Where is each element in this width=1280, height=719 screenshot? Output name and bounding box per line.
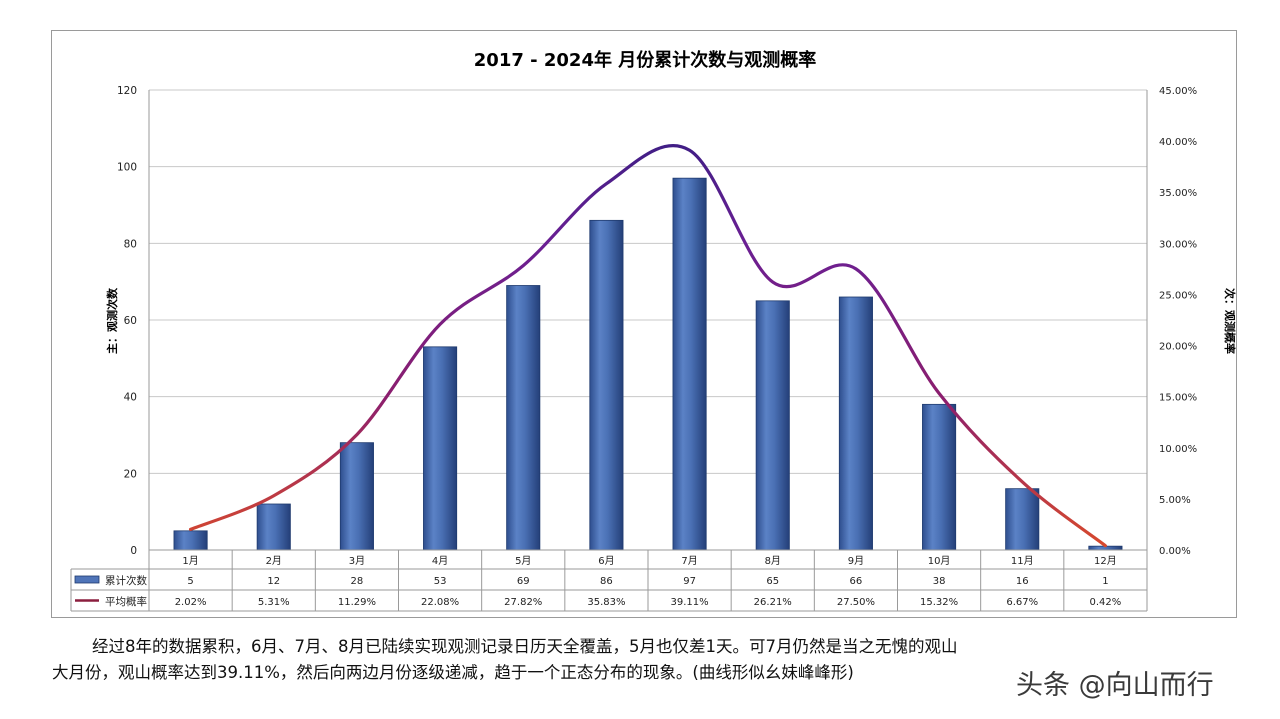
data-label: 1: [1102, 576, 1108, 587]
x-tick-label: 1月: [182, 555, 198, 567]
probability-line: [188, 143, 1108, 548]
line-series: [188, 143, 1108, 548]
bar: [755, 300, 790, 551]
combo-chart: 0 20 40 60 80 100 120 0.00% 5.00% 10.00% 15.00% 20.…: [70, 49, 1237, 612]
data-label: 39.11%: [671, 597, 709, 608]
bar: [672, 177, 707, 551]
data-label: 65: [766, 576, 779, 587]
data-label: 26.21%: [754, 597, 792, 608]
x-tick-label: 12月: [1094, 555, 1117, 567]
data-label: 27.50%: [837, 597, 875, 608]
y2-tick-label: 10.00%: [1159, 444, 1197, 455]
bar: [339, 442, 374, 551]
bar: [922, 403, 957, 551]
x-tick-label: 5月: [515, 555, 531, 567]
data-label: 28: [351, 576, 364, 587]
y2-tick-label: 20.00%: [1159, 342, 1197, 353]
data-label: 38: [933, 576, 946, 587]
data-label: 0.42%: [1090, 597, 1122, 608]
y2-tick-label: 15.00%: [1159, 393, 1197, 404]
data-label: 15.32%: [920, 597, 958, 608]
data-label: 97: [683, 576, 696, 587]
bar: [423, 346, 458, 551]
caption-text: 经过8年的数据累积，6月、7月、8月已陆续实现观测记录日历天全覆盖，5月也仅差1…: [52, 634, 1232, 686]
legend-swatch-bar: [74, 575, 100, 584]
chart-frame: 0 20 40 60 80 100 120 0.00% 5.00% 10.00% 15.00% 20.…: [51, 30, 1237, 618]
data-label: 86: [600, 576, 613, 587]
y-tick-label: 40: [124, 392, 137, 404]
x-tick-label: 8月: [765, 555, 781, 567]
gridlines: [149, 89, 1147, 551]
data-label: 11.29%: [338, 597, 376, 608]
axes: 0 20 40 60 80 100 120 0.00% 5.00% 10.00% 15.00% 20.…: [117, 85, 1197, 557]
bar: [506, 285, 541, 551]
y2-tick-label: 5.00%: [1159, 495, 1191, 506]
y2-tick-label: 35.00%: [1159, 188, 1197, 199]
x-tick-label: 9月: [848, 555, 864, 567]
y-tick-label: 100: [117, 162, 137, 174]
x-tick-label: 10月: [928, 555, 951, 567]
data-label: 35.83%: [587, 597, 625, 608]
bar: [589, 219, 624, 551]
data-label: 27.82%: [504, 597, 542, 608]
y-axis-title: 主：观测次数: [105, 287, 119, 354]
data-label: 5.31%: [258, 597, 290, 608]
data-label: 69: [517, 576, 530, 587]
y2-tick-label: 30.00%: [1159, 239, 1197, 250]
data-label: 5: [187, 576, 193, 587]
bar-series: [173, 177, 1123, 551]
y-tick-label: 80: [124, 238, 137, 250]
bar: [173, 530, 208, 551]
legend-label: 平均概率: [105, 595, 147, 608]
y-tick-label: 60: [124, 315, 137, 327]
chart-title: 2017 - 2024年 月份累计次数与观测概率: [474, 49, 816, 71]
y2-tick-label: 45.00%: [1159, 86, 1197, 97]
x-tick-label: 6月: [598, 555, 614, 567]
watermark: 头条 @向山而行: [1016, 670, 1214, 701]
bar: [1005, 488, 1040, 551]
x-tick-label: 4月: [432, 555, 448, 567]
y-tick-label: 0: [130, 545, 137, 557]
data-label: 16: [1016, 576, 1029, 587]
x-tick-label: 2月: [266, 555, 282, 567]
y2-tick-label: 0.00%: [1159, 546, 1191, 557]
data-label: 6.67%: [1006, 597, 1038, 608]
bar: [838, 296, 873, 551]
x-tick-label: 7月: [681, 555, 697, 567]
data-label: 12: [267, 576, 280, 587]
caption-line-1: 经过8年的数据累积，6月、7月、8月已陆续实现观测记录日历天全覆盖，5月也仅差1…: [92, 637, 958, 656]
y-tick-label: 20: [124, 468, 137, 480]
legend-label: 累计次数: [105, 574, 147, 587]
y-tick-label: 120: [117, 85, 137, 97]
data-label: 66: [850, 576, 863, 587]
x-tick-label: 11月: [1011, 555, 1034, 567]
y2-tick-label: 25.00%: [1159, 290, 1197, 301]
y2-tick-label: 40.00%: [1159, 137, 1197, 148]
bar: [256, 503, 291, 551]
data-label: 2.02%: [175, 597, 207, 608]
caption-line-2: 大月份，观山概率达到39.11%，然后向两边月份逐级递减，趋于一个正态分布的现象…: [52, 663, 854, 682]
data-label: 53: [434, 576, 447, 587]
x-tick-label: 3月: [349, 555, 365, 567]
y2-axis-title: 次：观测概率: [1223, 288, 1237, 354]
data-label: 22.08%: [421, 597, 459, 608]
